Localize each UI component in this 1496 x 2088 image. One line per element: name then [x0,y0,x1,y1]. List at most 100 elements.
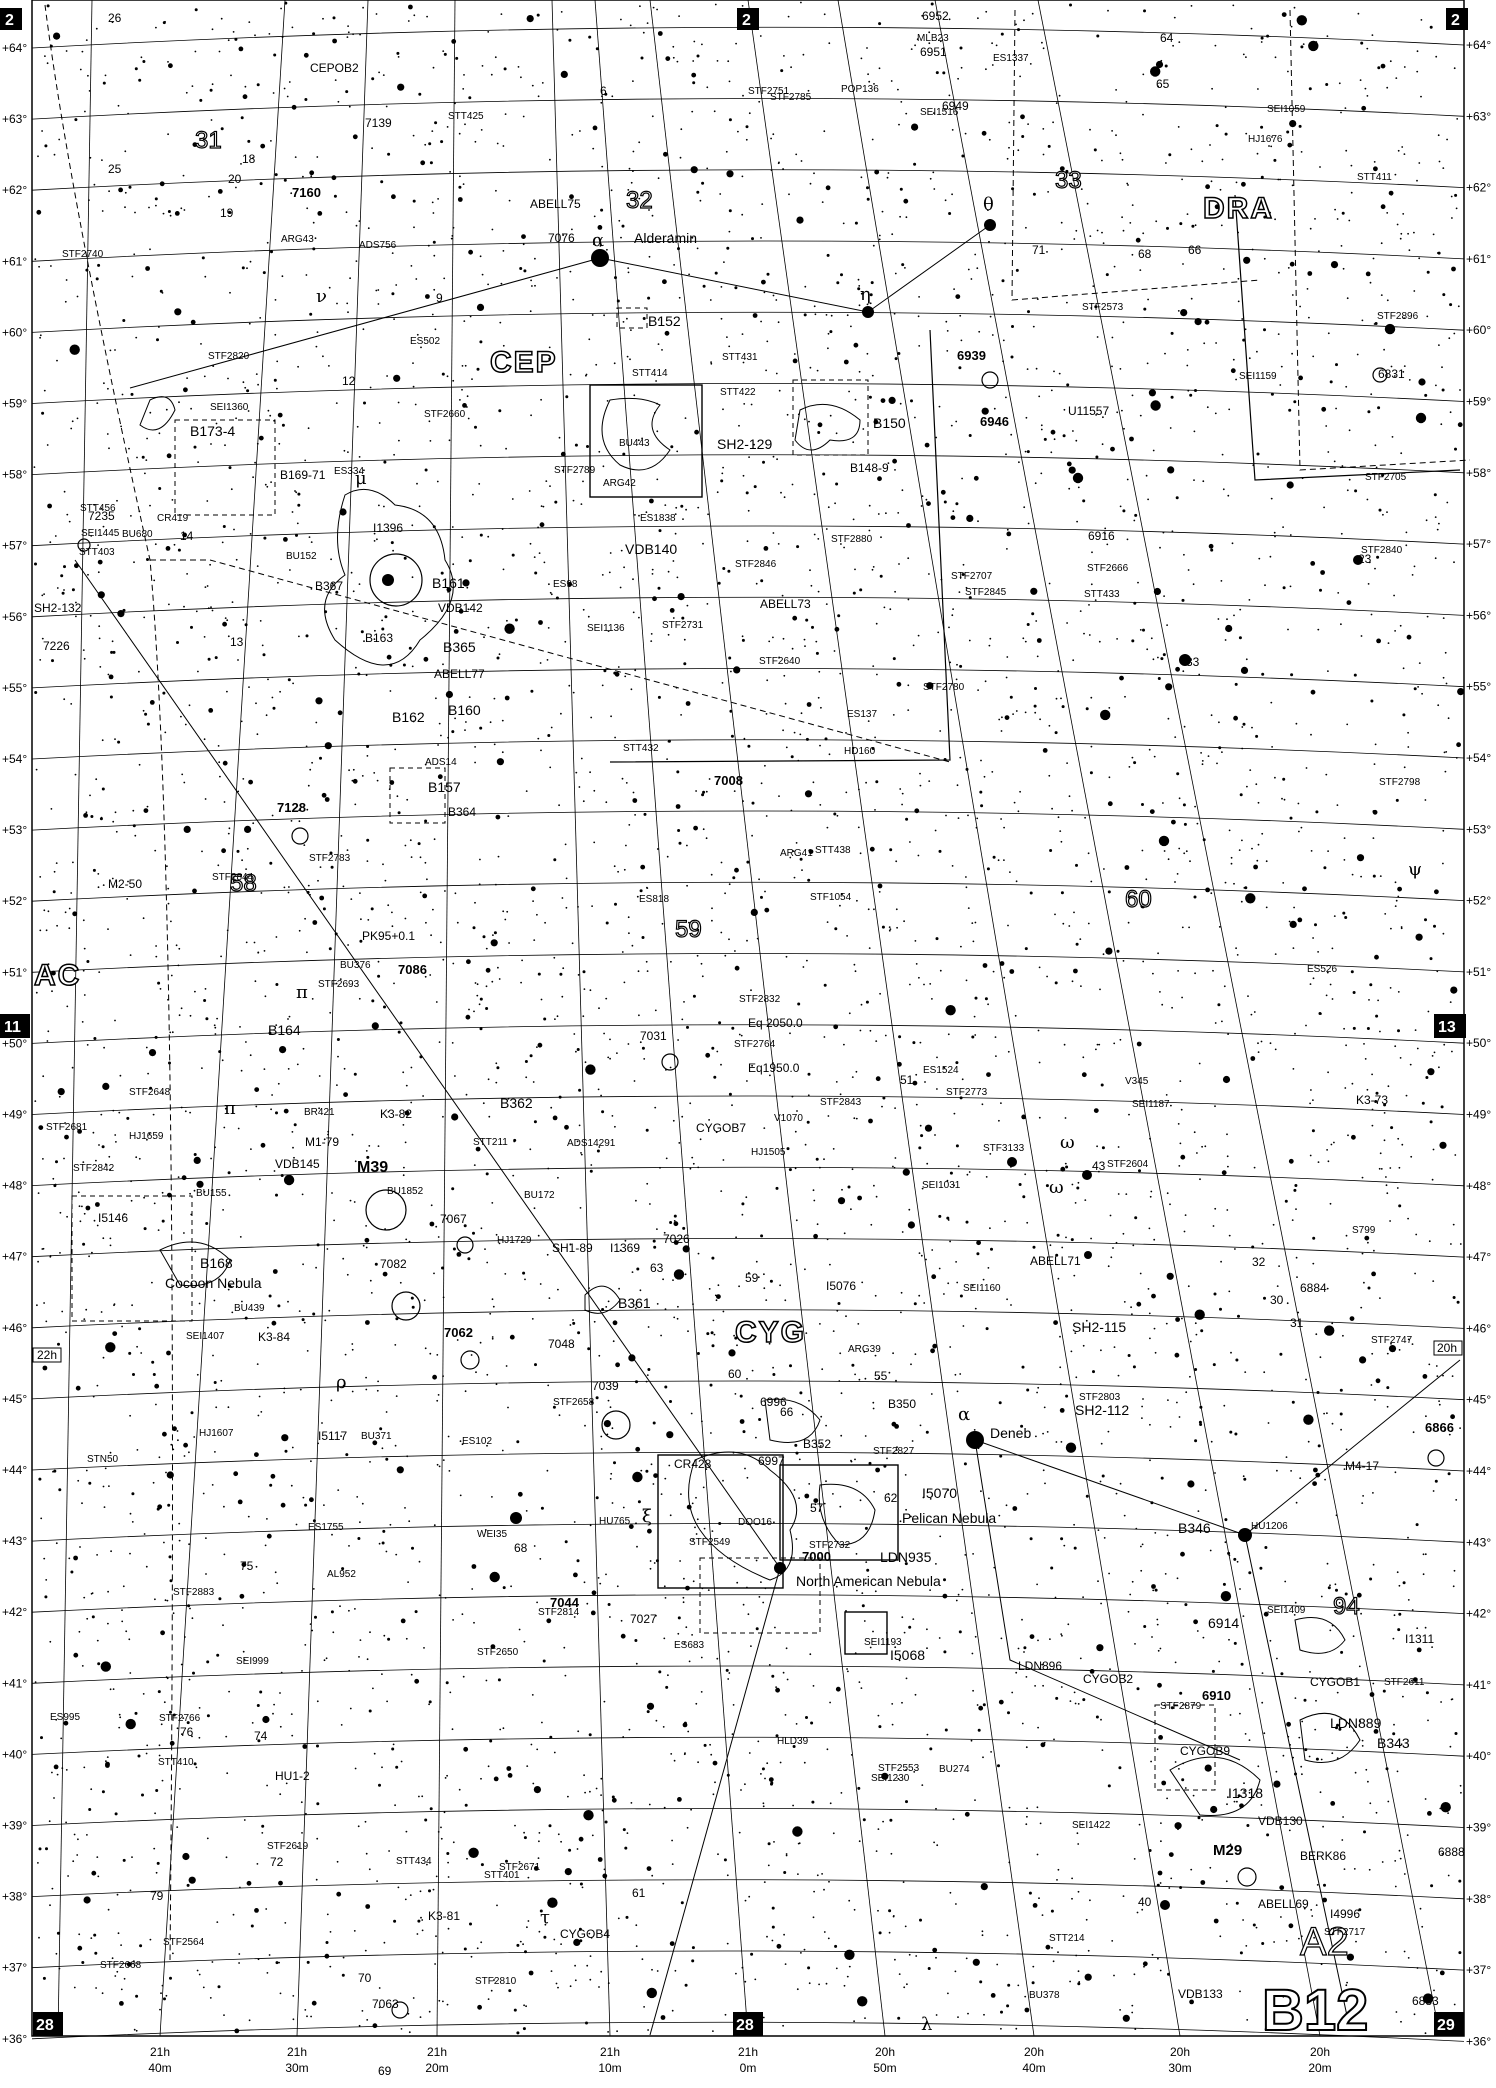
star [1317,628,1320,631]
star [242,1650,245,1653]
star [793,1489,796,1491]
star [268,33,271,35]
star [662,279,667,285]
star [1006,2004,1010,2008]
star [419,891,422,894]
star [926,682,934,690]
star [1321,406,1327,412]
star [197,461,200,463]
star [785,1853,788,1855]
star [328,1309,331,1312]
star [794,1130,797,1133]
star [410,265,413,267]
star [1432,233,1435,236]
star [664,504,667,506]
star [1022,637,1025,640]
star [1212,1225,1215,1227]
star [989,637,992,640]
star [50,808,53,810]
star [1257,801,1260,804]
star [1200,1329,1204,1333]
star [1096,336,1099,338]
star [77,1479,80,1482]
star [1235,1358,1239,1362]
star [1237,1314,1240,1318]
star [812,1685,815,1687]
star [1157,85,1160,88]
star [491,1298,494,1301]
star [1178,41,1181,43]
star [630,1802,633,1804]
star [303,52,309,58]
star [875,1467,880,1473]
star [853,2020,855,2023]
star [892,1915,895,1918]
star [90,1788,93,1791]
star [50,265,52,267]
star [915,1955,918,1957]
star [576,1559,580,1563]
star [522,1943,524,1946]
star [1413,290,1416,292]
star [227,1171,231,1175]
star [1161,1780,1167,1786]
star [109,1688,112,1691]
star [1269,211,1271,214]
star [1417,686,1419,688]
star [840,1792,843,1794]
star [839,904,841,907]
star [474,761,476,764]
star [363,640,365,643]
star [404,917,407,920]
star [773,1521,775,1524]
star [741,1202,745,1206]
star [754,1978,757,1981]
star [686,604,689,607]
star [468,1847,479,1859]
star [1241,726,1244,728]
star [767,1842,771,1846]
star [655,1719,658,1722]
star [1431,1646,1433,1648]
star [378,71,380,74]
star [276,360,279,363]
star [135,2029,138,2032]
star [485,1679,488,1682]
star [463,1947,467,1951]
star [1175,496,1179,500]
star [316,1802,320,1806]
star [400,1618,406,1624]
star [497,855,500,858]
star [330,1399,333,1402]
star [83,994,86,996]
star [1440,423,1443,426]
star [1366,47,1369,50]
star [1442,676,1445,679]
star [368,1709,372,1713]
star [182,1852,190,1861]
star [846,1668,848,1670]
star [486,1261,489,1264]
star [241,859,244,862]
star [706,1332,710,1336]
star [451,526,454,528]
star [1122,2014,1130,2022]
star [814,1503,817,1506]
star [1421,1925,1424,1928]
star [66,1005,69,1008]
star [196,1180,204,1188]
star [656,1303,659,1305]
star [433,288,436,291]
star [1386,1405,1389,1408]
star [1076,1832,1079,1835]
star [273,53,277,57]
star [1147,498,1149,501]
star [1124,865,1130,870]
star [1415,412,1427,424]
star [1215,124,1219,128]
star [624,675,627,678]
star [1449,411,1452,414]
star [35,991,38,994]
star [1131,2004,1134,2007]
star [169,1710,172,1714]
